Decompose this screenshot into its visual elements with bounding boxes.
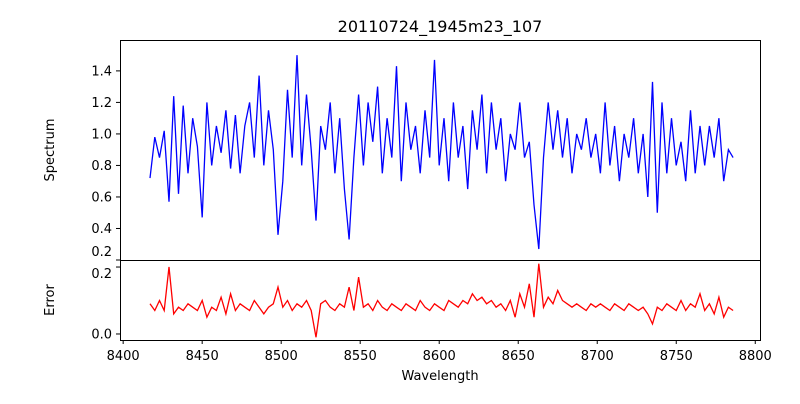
spectrum-line — [149, 55, 734, 250]
xtick-label: 8450 — [186, 349, 219, 364]
xtick-label: 8750 — [660, 349, 693, 364]
xtick-label: 8700 — [581, 349, 614, 364]
xtick-label: 8650 — [502, 349, 535, 364]
spectrum-ytick-label: 0.6 — [91, 190, 112, 205]
bottom-axes-frame — [120, 260, 761, 341]
xtick-label: 8600 — [423, 349, 456, 364]
spectrum-ytick-label: 0.2 — [91, 245, 112, 260]
spectrum-ytick-label: 1.0 — [91, 127, 112, 142]
error-plot — [149, 263, 734, 338]
xtick-label: 8800 — [739, 349, 772, 364]
xtick-label: 8400 — [107, 349, 140, 364]
xtick-label: 8500 — [265, 349, 298, 364]
spectrum-ytick-label: 0.8 — [91, 159, 112, 174]
x-axis-label: Wavelength — [401, 369, 478, 384]
spectrum-ytick-label: 0.4 — [91, 222, 112, 237]
top-y-axis-label: Spectrum — [43, 119, 58, 182]
error-ytick-label: 0.2 — [91, 267, 112, 282]
spectrum-plot — [149, 55, 734, 250]
bottom-y-axis-label: Error — [43, 284, 58, 316]
spectrum-ytick-label: 1.4 — [91, 64, 112, 79]
xtick-label: 8550 — [344, 349, 377, 364]
error-line — [149, 263, 734, 338]
chart-title: 20110724_1945m23_107 — [338, 17, 543, 37]
axis-ticks: 0.2 0.4 0.6 0.8 1.0 1.2 1.4 0.0 0.2 8400 8450 8500 8… — [91, 64, 771, 364]
error-ytick-label: 0.0 — [91, 327, 112, 342]
spectrum-ytick-label: 1.2 — [91, 96, 112, 111]
